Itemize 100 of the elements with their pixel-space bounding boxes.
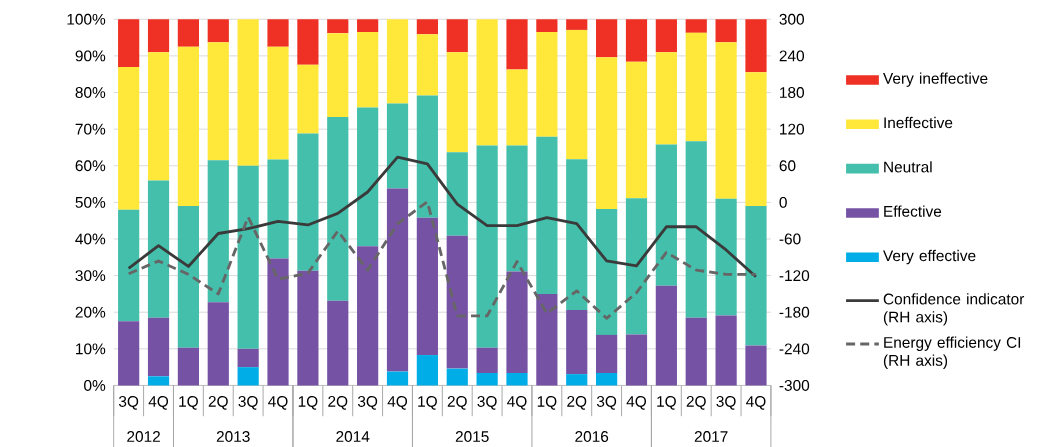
x-tick-label: 2Q <box>447 395 467 410</box>
bar <box>745 72 767 206</box>
x-tick-label: 3Q <box>118 395 139 410</box>
bar <box>446 152 468 236</box>
bar <box>625 334 648 386</box>
y2-tick-label: 180 <box>780 87 805 98</box>
y-tick-label: 40% <box>75 233 106 245</box>
x-tick-label: 4Q <box>148 395 169 410</box>
bar <box>327 19 349 34</box>
x-tick-label: 1Q <box>657 395 676 410</box>
line-series <box>127 155 758 279</box>
bar <box>237 165 259 349</box>
y2-tick-label: 120 <box>780 123 805 135</box>
bar <box>476 347 498 373</box>
bar <box>118 209 140 322</box>
bar <box>207 160 229 303</box>
text: 2014 <box>336 431 370 442</box>
y-tick-label: 80% <box>75 86 106 98</box>
x-tick-label: 2Q <box>208 395 228 410</box>
x-tick-label: 3Q <box>357 395 378 410</box>
y-tick-label: 10% <box>76 343 106 355</box>
bar <box>446 235 468 369</box>
y-tick-label: 0% <box>84 379 106 391</box>
bar <box>506 372 528 386</box>
bar <box>625 198 648 335</box>
y-tick-label: 70% <box>75 123 106 135</box>
bar <box>745 19 767 73</box>
bar <box>267 46 289 160</box>
bar <box>327 116 349 301</box>
bar <box>147 180 170 318</box>
bar <box>416 355 438 386</box>
bar <box>297 64 319 134</box>
bar <box>536 136 558 294</box>
bar <box>566 374 588 386</box>
bar <box>357 32 379 108</box>
text: 2012 <box>127 431 160 442</box>
x-tick-label: 2Q <box>686 395 706 410</box>
bar <box>506 69 528 146</box>
bar <box>118 66 140 210</box>
bar <box>177 19 199 47</box>
bar <box>446 368 468 386</box>
bar <box>596 57 618 209</box>
text: 2016 <box>575 431 609 442</box>
y2-tick-label: -240 <box>779 343 810 355</box>
x-tick-label: 4Q <box>507 395 527 410</box>
y2-tick-label: 300 <box>779 13 805 25</box>
x-tick-label: 1Q <box>537 395 557 410</box>
y-tick-label: 100% <box>67 13 106 25</box>
bar <box>147 376 170 386</box>
bar <box>237 367 259 386</box>
bar <box>416 19 438 35</box>
bar <box>625 61 648 199</box>
bar <box>655 144 677 286</box>
bar <box>685 141 707 318</box>
bar <box>655 285 677 386</box>
legend-label: Energy efficiency CI (RH axis) <box>883 336 1021 369</box>
bar <box>147 317 170 377</box>
legend-label: Ineffective <box>884 116 953 129</box>
y-tick-label: 20% <box>75 306 106 318</box>
y2-tick-label: 60 <box>779 160 796 172</box>
y2-tick-label: 0 <box>779 196 787 208</box>
y-tick-label: 30% <box>75 270 106 281</box>
y2-tick-label: -180 <box>779 306 810 318</box>
y2-tick-label: -300 <box>779 379 810 391</box>
bar <box>476 372 498 386</box>
bar <box>566 309 588 375</box>
bar <box>297 133 319 271</box>
bar <box>207 42 229 161</box>
bar <box>237 348 259 368</box>
x-tick-label: 1Q <box>418 395 437 410</box>
bar <box>566 159 588 310</box>
bar <box>596 372 618 386</box>
bar <box>715 42 737 199</box>
bar <box>207 302 229 386</box>
bar <box>625 19 648 62</box>
bar <box>685 19 707 33</box>
bar <box>536 19 558 33</box>
x-tick-label: 1Q <box>298 395 318 410</box>
bar <box>386 371 409 386</box>
bar <box>685 317 707 386</box>
bar <box>655 19 677 53</box>
bar <box>446 19 468 53</box>
bar <box>476 145 498 348</box>
line-series <box>127 200 758 320</box>
bar <box>685 32 707 142</box>
legend-label: Effective <box>884 205 942 217</box>
x-tick-label: 4Q <box>626 395 647 410</box>
bar <box>267 159 289 259</box>
x-tick-label: 4Q <box>387 395 408 410</box>
bar <box>596 208 618 335</box>
bar <box>177 46 199 206</box>
bar <box>147 52 170 181</box>
y2-tick-label: -60 <box>779 233 801 245</box>
bar <box>446 52 468 153</box>
legend-label: Confidence indicator (RH axis) <box>883 293 1025 326</box>
bar <box>267 19 289 47</box>
bar <box>357 246 379 386</box>
bar <box>566 19 588 30</box>
bar <box>297 19 319 65</box>
bar <box>506 145 528 272</box>
